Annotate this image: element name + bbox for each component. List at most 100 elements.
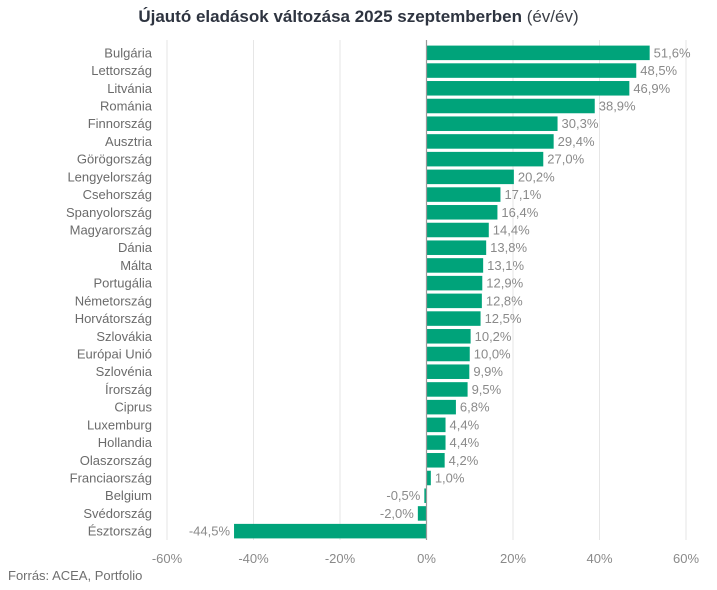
value-label: -44,5% [189,524,231,539]
category-label: Németország [75,293,152,308]
bar [426,63,637,78]
bar [426,45,650,61]
bar [234,523,427,539]
category-label: Horvátország [75,311,152,326]
category-label: Belgium [105,488,152,503]
bar [426,275,483,291]
value-label: 17,1% [504,187,541,202]
category-label: Románia [100,99,153,114]
category-label: Szlovákia [96,329,152,344]
value-label: 46,9% [633,81,670,96]
bar [426,258,484,273]
value-label: 6,8% [460,400,490,415]
bar [426,470,431,486]
value-label: 16,4% [501,205,538,220]
category-label: Hollandia [98,435,153,450]
category-label: Olaszország [80,453,152,468]
x-tick-label: 0% [417,551,436,566]
bar [426,346,470,362]
category-label: Luxemburg [87,417,152,432]
category-label: Litvánia [107,81,153,96]
value-label: 27,0% [547,152,584,167]
value-label: 29,4% [558,134,595,149]
value-label: 12,5% [485,311,522,326]
bar [426,169,514,185]
bar [426,81,630,96]
category-label: Csehország [83,187,152,202]
chart-title-suffix: (év/év) [526,7,579,26]
bar [426,382,468,397]
x-tick-label: 60% [673,551,699,566]
source-note: Forrás: ACEA, Portfolio [8,568,143,583]
value-label: -0,5% [386,488,420,503]
x-tick-label: 20% [500,551,526,566]
category-label: Írország [105,382,152,397]
bar [426,435,446,450]
x-tick-label: 40% [586,551,612,566]
bar [424,488,427,503]
value-label: 13,1% [487,258,524,273]
value-label: 4,2% [449,453,479,468]
bar [426,453,445,468]
x-tick-label: -60% [152,551,183,566]
category-label: Ciprus [114,400,152,415]
bar [426,329,471,344]
category-label: Lettország [91,63,152,78]
x-tick-label: -20% [325,551,356,566]
category-label: Bulgária [104,45,152,60]
bar [426,240,487,255]
category-label: Ausztria [105,134,153,149]
value-label: 4,4% [450,435,480,450]
value-label: 12,9% [486,276,523,291]
bar [426,151,544,167]
value-label: 30,3% [562,116,599,131]
bar [426,205,498,220]
value-label: 14,4% [493,223,530,238]
category-label: Észtország [88,524,152,539]
bar [426,311,481,326]
value-label: 10,0% [474,347,511,362]
bar [426,417,446,433]
value-label: 51,6% [654,45,691,60]
bar [426,399,456,415]
category-label: Finnország [88,116,152,131]
value-label: 10,2% [475,329,512,344]
value-label: 4,4% [450,417,480,432]
category-label: Lengyelország [67,169,152,184]
category-label: Dánia [118,240,153,255]
category-label: Svédország [83,506,152,521]
chart-title: Újautó eladások változása 2025 szeptembe… [0,7,717,27]
category-label: Málta [120,258,153,273]
bars [234,45,650,539]
value-label: 20,2% [518,169,555,184]
category-labels: Bulgária Lettország Litvánia Románia Finnors… [66,45,153,538]
value-label: 38,9% [599,99,636,114]
x-tick-label: -40% [238,551,269,566]
category-label: Európai Unió [77,347,152,362]
bar [426,98,595,114]
value-label: 13,8% [490,240,527,255]
value-label: 12,8% [486,293,523,308]
x-tick-labels: -60% -40% -20% 0% 20% 40% 60% [152,551,700,566]
bar [426,293,482,309]
value-labels: 51,6% 48,5% 46,9% 38,9%30,3% 29,4% 27,0% 20,2%… [189,45,691,538]
category-label: Franciaország [70,471,152,486]
category-label: Szlovénia [96,364,153,379]
value-label: 1,0% [435,471,465,486]
bar [426,187,501,202]
category-label: Görögország [77,152,152,167]
value-label: 9,5% [472,382,502,397]
chart-title-main: Újautó eladások változása 2025 szeptembe… [138,7,522,26]
bar [426,222,489,238]
category-label: Magyarország [70,223,152,238]
value-label: 9,9% [473,364,503,379]
bar [426,116,558,131]
bar [426,364,470,379]
bar [417,506,427,521]
category-label: Portugália [93,276,152,291]
value-label: -2,0% [380,506,414,521]
bar [426,134,554,149]
category-label: Spanyolország [66,205,152,220]
value-label: 48,5% [640,63,677,78]
